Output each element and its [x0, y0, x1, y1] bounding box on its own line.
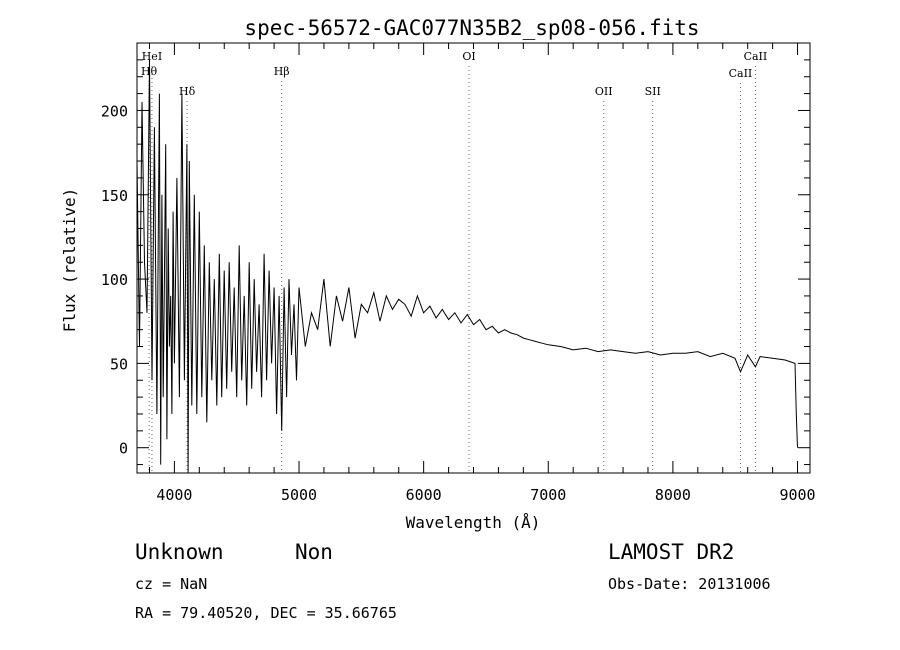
coordinates-text: RA = 79.40520, DEC = 35.66765: [135, 604, 397, 622]
redshift-text: cz = NaN: [135, 575, 208, 593]
obs-date-text: Obs-Date: 20131006: [608, 575, 771, 593]
plot-frame: [136, 42, 811, 474]
x-tick-label: 6000: [406, 486, 442, 504]
y-tick-label: 150: [101, 187, 128, 205]
x-tick-label: 4000: [156, 486, 192, 504]
axis-ticks: 4000 5000 6000 7000 8000 9000 0 50 100 150 200: [101, 43, 816, 504]
x-axis-label: Wavelength (Å): [406, 513, 541, 532]
y-tick-label: 200: [101, 102, 128, 120]
annotation-label: OI: [462, 50, 475, 63]
y-tick-label: 100: [101, 271, 128, 289]
annotation-label: Hβ: [274, 65, 290, 78]
object-subclass: Non: [295, 540, 333, 564]
x-tick-label: 7000: [530, 486, 566, 504]
annotation-label: Hδ: [179, 85, 196, 98]
annotation-label: OII: [595, 85, 613, 98]
chart-title: spec-56572-GAC077N35B2_sp08-056.fits: [244, 16, 699, 40]
object-class: Unknown: [135, 540, 224, 564]
annotation-label: CaII: [744, 50, 768, 63]
survey-name: LAMOST DR2: [608, 540, 735, 564]
y-axis-label: Flux (relative): [60, 188, 79, 333]
x-tick-label: 5000: [281, 486, 317, 504]
annotation-label: HeI: [142, 50, 162, 63]
annotation-label: CaII: [729, 67, 753, 80]
y-tick-label: 50: [110, 355, 128, 373]
x-tick-label: 9000: [779, 486, 815, 504]
x-tick-label: 8000: [655, 486, 691, 504]
y-tick-label: 0: [119, 440, 128, 458]
spectrum-line: [136, 59, 798, 474]
annotation-label: SII: [645, 85, 661, 98]
